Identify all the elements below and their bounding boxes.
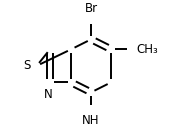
Text: Br: Br	[84, 2, 98, 15]
Text: S: S	[23, 59, 31, 72]
Text: NH: NH	[82, 114, 100, 127]
Text: CH₃: CH₃	[136, 43, 158, 56]
Text: N: N	[44, 88, 53, 101]
